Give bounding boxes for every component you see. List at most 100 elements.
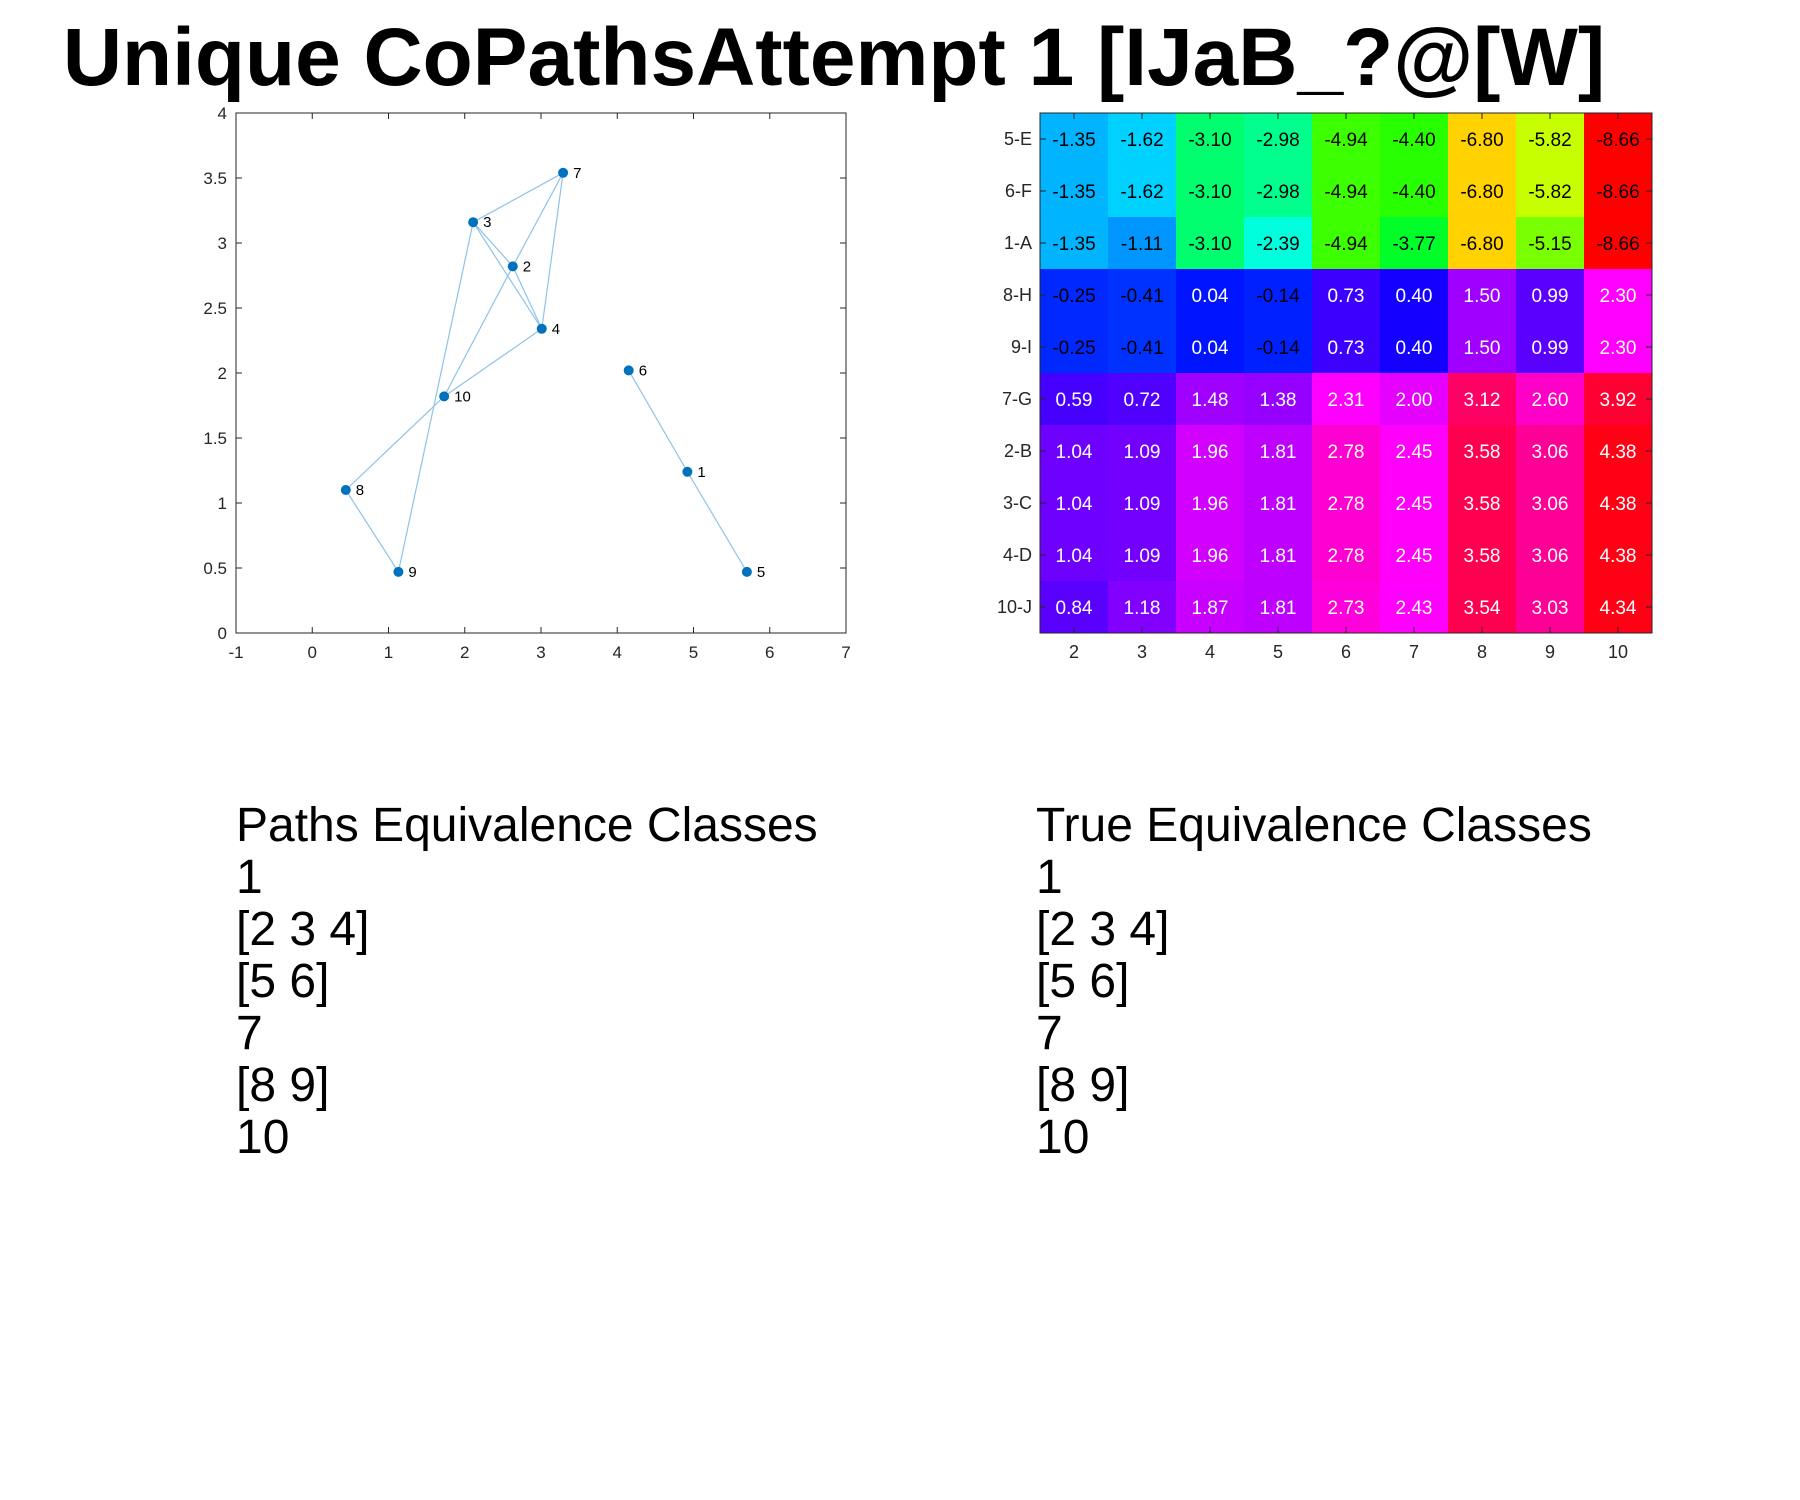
heatmap-cell [1584,581,1652,633]
cell-value-label: 0.99 [1532,286,1569,307]
heatmap-cell [1380,321,1448,373]
cell-value-label: 0.59 [1056,390,1093,411]
heatmap-cell [1312,321,1380,373]
cell-value-label: 1.38 [1260,390,1297,411]
heatmap-cell [1448,165,1516,217]
cell-value-label: 1.48 [1192,390,1229,411]
cell-value-label: 3.54 [1464,598,1501,619]
data-point [682,466,693,477]
heatmap-cell [1584,477,1652,529]
cell-value-label: -0.25 [1052,286,1095,307]
column-label: 6 [1341,642,1351,662]
cell-value-label: -1.35 [1052,130,1095,151]
heatmap-cell [1244,269,1312,321]
cell-value-label: 2.78 [1328,442,1365,463]
heatmap-cell [1176,425,1244,477]
cell-value-label: 4.38 [1600,546,1637,567]
row-label: 3-C [1003,493,1032,513]
cell-value-label: 2.30 [1600,338,1637,359]
heatmap-cell [1584,529,1652,581]
heatmap-cell [1516,321,1584,373]
true-class-item: [5 6] [1036,955,1130,1008]
heatmap-cell [1176,581,1244,633]
cell-value-label: -2.39 [1256,234,1299,255]
y-tick-label: 1 [218,494,227,513]
y-tick-label: 2 [218,364,227,383]
heatmap-frame [1039,112,1653,634]
row-label: 5-E [1004,129,1032,149]
y-tick-label: 3 [218,234,227,253]
y-tick-label: 0 [218,624,227,643]
y-tick-label: 1.5 [203,429,227,448]
cell-value-label: 0.73 [1328,338,1365,359]
heatmap-cell [1516,477,1584,529]
heatmap-cell [1448,113,1516,165]
heatmap-cell [1448,477,1516,529]
cell-value-label: 0.84 [1056,598,1093,619]
cell-value-label: 1.04 [1056,442,1093,463]
cell-value-label: -4.40 [1392,130,1435,151]
heatmap-cell [1516,581,1584,633]
cell-value-label: 3.06 [1532,546,1569,567]
cell-value-label: -1.35 [1052,234,1095,255]
heatmap-cell [1516,529,1584,581]
heatmap-cell [1312,165,1380,217]
heatmap-cell [1312,581,1380,633]
heatmap-cell [1584,217,1652,269]
y-tick-label: 0.5 [203,559,227,578]
point-label: 9 [408,564,416,581]
paths-equivalence-list: 1 [2 3 4] [5 6] 7 [8 9] 10 [236,852,818,1164]
heatmap-cell [1040,425,1108,477]
cell-value-label: -6.80 [1460,130,1503,151]
cell-value-label: -1.62 [1120,130,1163,151]
heatmap-cell [1584,113,1652,165]
heatmap-cell [1312,373,1380,425]
y-tick-label: 3.5 [203,169,227,188]
true-class-item: 10 [1036,1111,1090,1164]
heatmap-cell [1108,269,1176,321]
heatmap-cell [1312,113,1380,165]
heatmap-cell [1244,113,1312,165]
heatmap-cell [1040,581,1108,633]
cell-value-label: -2.98 [1256,130,1299,151]
x-tick-label: 7 [841,643,850,662]
cell-value-label: -0.14 [1256,286,1300,307]
paths-class-item: [8 9] [236,1059,330,1112]
heatmap-cell [1176,373,1244,425]
cell-value-label: 2.78 [1328,494,1365,515]
heatmap-cell [1108,529,1176,581]
graph-edge [541,172,564,329]
heatmap-cell [1176,529,1244,581]
row-label: 1-A [1004,233,1032,253]
data-point [558,167,569,178]
heatmap-cell [1516,425,1584,477]
column-label: 10 [1608,642,1628,662]
heatmap-cell [1380,581,1448,633]
data-point [468,217,479,228]
heatmap-cell [1108,113,1176,165]
paths-equivalence-header: Paths Equivalence Classes [236,799,818,852]
point-label: 8 [356,482,364,499]
data-point [536,323,547,334]
data-point [507,261,518,272]
graph-edge [345,489,399,573]
cell-value-label: -4.40 [1392,182,1435,203]
column-label: 7 [1409,642,1419,662]
x-tick-label: 4 [613,643,622,662]
heatmap-cell [1040,529,1108,581]
graph-edge [472,221,514,267]
cell-value-label: 1.96 [1192,442,1229,463]
heatmap-cell [1176,321,1244,373]
row-label: 8-H [1003,285,1032,305]
row-label: 9-I [1011,337,1032,357]
row-label: 4-D [1003,545,1032,565]
heatmap-cell [1448,425,1516,477]
cell-value-label: -3.10 [1188,182,1231,203]
paths-equivalence-block: Paths Equivalence Classes 1 [2 3 4] [5 6… [236,800,818,1164]
cell-value-label: -6.80 [1460,234,1503,255]
cell-value-label: 0.99 [1532,338,1569,359]
column-label: 2 [1069,642,1079,662]
cell-value-label: 0.73 [1328,286,1365,307]
heatmap-cell [1516,165,1584,217]
heatmap-cell [1176,113,1244,165]
